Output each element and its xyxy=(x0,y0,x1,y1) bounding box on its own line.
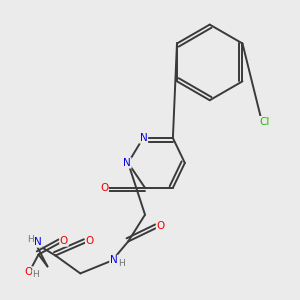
Text: H: H xyxy=(27,235,34,244)
Text: N: N xyxy=(110,256,118,266)
Text: O: O xyxy=(86,236,94,246)
Text: Cl: Cl xyxy=(259,117,270,127)
Text: N: N xyxy=(140,133,148,143)
Text: N: N xyxy=(123,158,131,168)
Text: H: H xyxy=(33,270,39,279)
Text: H: H xyxy=(118,259,124,268)
Text: N: N xyxy=(34,237,42,247)
Text: O: O xyxy=(100,183,108,193)
Text: O: O xyxy=(156,221,165,231)
Text: O: O xyxy=(24,267,32,277)
Text: O: O xyxy=(60,236,68,246)
